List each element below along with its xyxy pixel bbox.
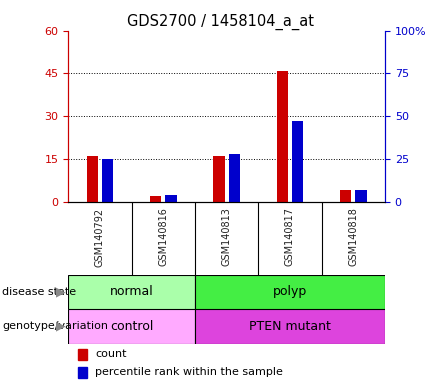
Text: PTEN mutant: PTEN mutant [249,320,331,333]
Bar [150,196,161,202]
Text: GSM140813: GSM140813 [222,207,231,266]
Bar [195,275,385,309]
Text: ▶: ▶ [55,285,65,298]
Text: ▶: ▶ [55,320,65,333]
Text: percentile rank within the sample: percentile rank within the sample [95,367,283,377]
Bar [68,275,195,309]
Bar [213,156,225,202]
Text: count: count [95,349,127,359]
Text: control: control [110,320,153,333]
Bar [355,190,367,202]
Bar [102,159,113,202]
Bar [78,367,87,378]
Text: GSM140818: GSM140818 [348,207,358,266]
Bar [68,309,195,344]
Text: GSM140792: GSM140792 [95,207,105,266]
Text: GSM140816: GSM140816 [158,207,168,266]
Text: normal: normal [110,285,154,298]
Bar [165,195,176,202]
Bar [340,190,352,202]
Bar [292,121,303,202]
Text: GDS2700 / 1458104_a_at: GDS2700 / 1458104_a_at [127,13,313,30]
Text: disease state: disease state [2,287,76,297]
Text: genotype/variation: genotype/variation [2,321,108,331]
Bar [78,349,87,360]
Bar [228,154,240,202]
Text: GSM140817: GSM140817 [285,207,295,266]
Bar [195,309,385,344]
Bar [277,71,288,202]
Bar [87,156,98,202]
Text: polyp: polyp [273,285,307,298]
